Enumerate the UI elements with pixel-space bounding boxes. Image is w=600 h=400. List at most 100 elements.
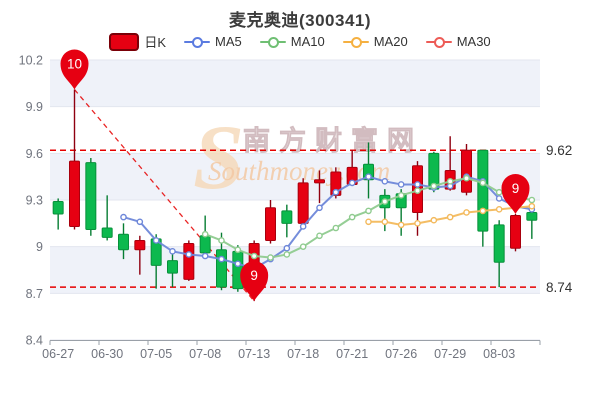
candle — [493, 224, 505, 263]
legend-label: 日K — [144, 35, 167, 50]
legend-item-ma20[interactable]: MA20 — [342, 34, 408, 49]
ma20-point — [430, 216, 438, 224]
circle-marker-icon — [192, 36, 204, 48]
x-axis-label: 07-26 — [385, 347, 417, 361]
ma10-point — [332, 224, 340, 232]
ma10-point — [479, 179, 487, 187]
ma5-point — [348, 179, 356, 187]
trend-line — [74, 89, 255, 302]
min-marker-label: 9 — [250, 268, 258, 283]
reference-line-label: 8.74 — [546, 280, 573, 295]
plot-band — [50, 106, 540, 154]
ma20-point — [479, 207, 487, 215]
ma20-point — [381, 218, 389, 226]
legend-label: MA30 — [456, 34, 491, 49]
ma10-point — [397, 192, 405, 199]
page-title: 麦克奥迪(300341) — [228, 11, 372, 30]
y-axis-label: 9.3 — [26, 194, 43, 208]
ma5-point — [169, 248, 176, 255]
y-axis-label: 9 — [36, 240, 43, 254]
plot-band — [50, 293, 540, 340]
ma10-point — [283, 251, 291, 258]
candle — [526, 211, 538, 221]
ma20-point — [463, 209, 470, 216]
ma5-point — [136, 218, 144, 226]
watermark-cn: 南方财富网 — [243, 125, 423, 156]
y-axis-label: 8.7 — [26, 287, 43, 301]
ma10-point — [495, 188, 503, 196]
ma10-point — [299, 243, 307, 250]
x-axis-label: 08-03 — [483, 347, 515, 361]
ma5-point — [414, 181, 421, 188]
ma5-point — [152, 237, 160, 244]
last-marker-label: 9 — [512, 181, 520, 196]
max-marker — [60, 49, 89, 90]
candle — [216, 249, 227, 288]
ma20-point — [414, 220, 421, 227]
y-axis-label: 8.4 — [26, 334, 43, 348]
x-axis-label: 07-08 — [189, 347, 221, 361]
ma30-swatch-icon — [425, 35, 452, 49]
ma20-point — [397, 221, 405, 229]
candle — [461, 149, 472, 193]
circle-marker-icon — [433, 36, 445, 48]
ma10-point — [365, 207, 372, 215]
reference-line-label: 9.62 — [546, 143, 572, 158]
plot-band — [50, 153, 540, 200]
ma10-point — [250, 252, 258, 260]
ma5-point — [316, 204, 323, 212]
candle — [477, 149, 489, 232]
ma10-point — [430, 182, 438, 190]
circle-marker-icon — [267, 36, 279, 48]
last-marker — [501, 174, 530, 214]
ma10-point — [234, 246, 242, 254]
y-axis-label: 10.2 — [19, 54, 43, 68]
legend-item-ma5[interactable]: MA5 — [184, 34, 242, 49]
ma5-point — [397, 181, 405, 188]
candle — [118, 233, 129, 251]
ma20-point — [495, 206, 503, 213]
ma10-point — [348, 213, 356, 221]
candle — [183, 243, 195, 280]
x-axis-label: 06-30 — [91, 347, 123, 361]
min-marker — [240, 261, 269, 302]
candle — [297, 182, 309, 224]
legend-item-ma10[interactable]: MA10 — [259, 34, 325, 49]
candle — [101, 227, 113, 238]
legend-item-ma30[interactable]: MA30 — [425, 34, 491, 49]
watermark-logo: S — [193, 106, 244, 208]
ma5-point — [201, 252, 209, 260]
y-axis-label: 9.9 — [26, 100, 43, 114]
ma5-swatch-icon — [184, 35, 211, 49]
ma20-swatch-icon — [342, 35, 369, 49]
ma10-point — [528, 196, 536, 204]
ma10-point — [218, 237, 225, 244]
ma5-point — [299, 223, 307, 230]
ma20-point — [446, 213, 454, 221]
ma10-swatch-icon — [259, 35, 286, 49]
candle — [167, 260, 178, 274]
legend-item-kline[interactable]: 日K — [109, 32, 166, 51]
candle — [314, 179, 325, 184]
x-axis-label: 07-18 — [287, 347, 319, 361]
ma10-point — [201, 230, 209, 238]
chart-legend: 日K MA5 MA10 MA20 MA30 — [0, 32, 600, 51]
ma5-point — [185, 251, 193, 258]
ma10-point — [414, 187, 421, 194]
x-axis-label: 07-21 — [336, 347, 368, 361]
candle — [134, 239, 146, 251]
candle — [281, 210, 293, 224]
plot-band — [50, 246, 540, 294]
ma5-point — [332, 188, 340, 196]
ma5-point — [283, 244, 291, 252]
candle — [199, 235, 211, 254]
ma5-point — [218, 255, 225, 263]
candle — [52, 201, 64, 215]
ma10-point — [463, 174, 470, 182]
watermark-en: Southmoney.com — [208, 156, 390, 186]
ma10-point — [316, 232, 323, 240]
x-axis-label: 07-13 — [238, 347, 270, 361]
ma20-point — [528, 202, 536, 210]
legend-label: MA20 — [373, 34, 408, 49]
